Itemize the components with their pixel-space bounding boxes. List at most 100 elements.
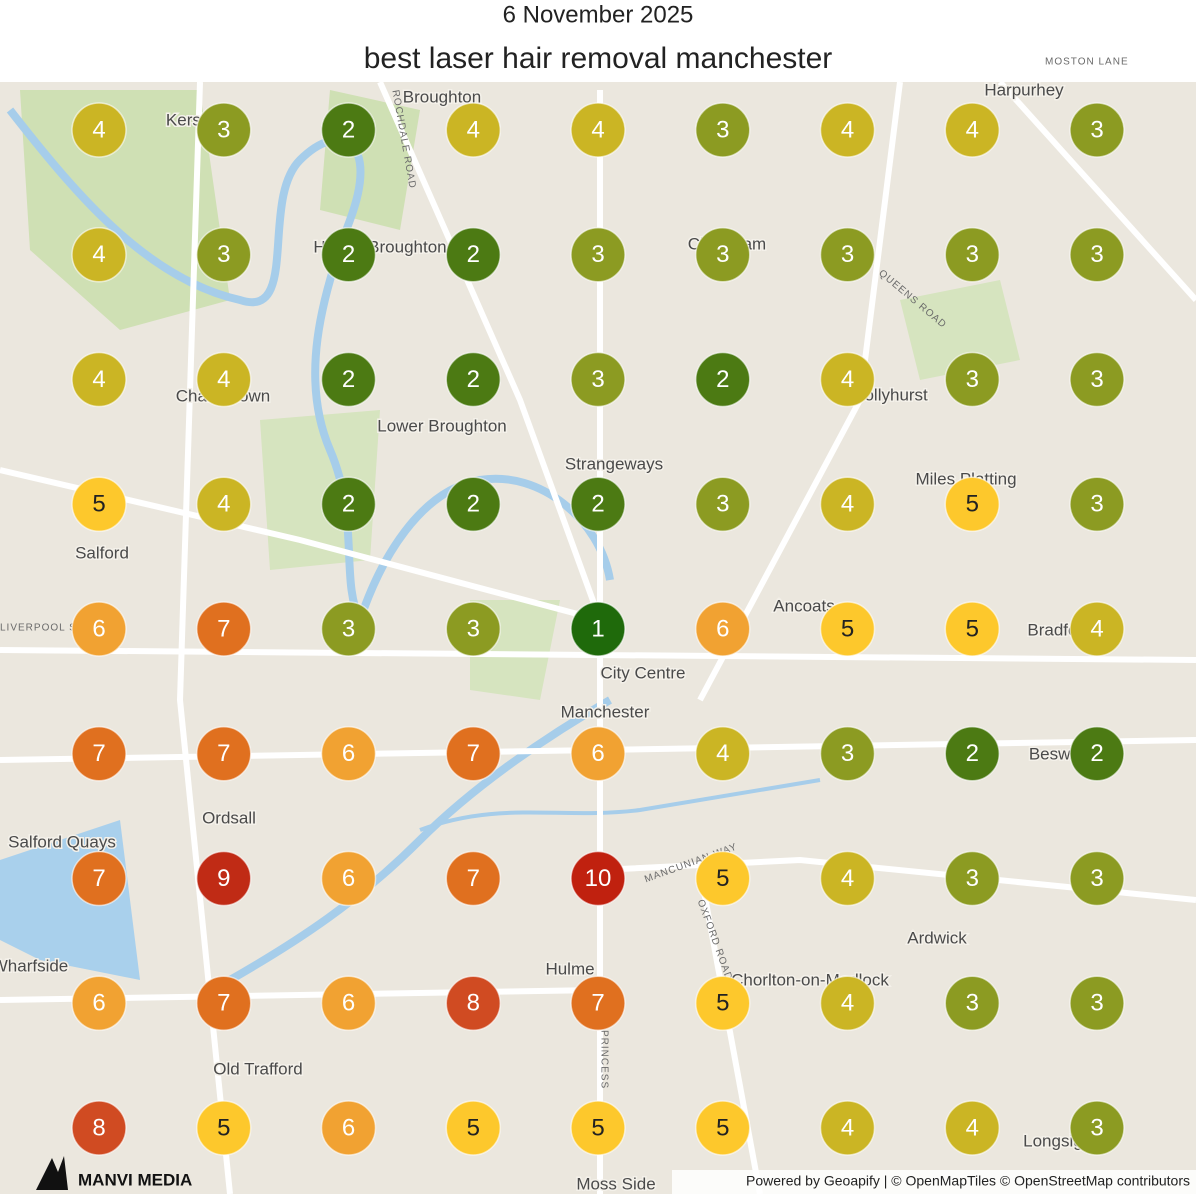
rank-marker — [445, 850, 501, 907]
rank-label: 3 — [716, 116, 729, 143]
rank-marker — [320, 476, 377, 532]
rank-marker — [695, 227, 751, 283]
rank-label: 4 — [841, 366, 854, 393]
rank-marker — [944, 850, 1000, 907]
rank-label: 3 — [966, 865, 979, 892]
road-label: LIVERPOOL ST. — [0, 623, 87, 634]
rank-label: 5 — [217, 1114, 230, 1141]
rank-marker — [71, 351, 127, 408]
rank-label: 3 — [841, 241, 854, 268]
rank-marker — [445, 476, 501, 532]
rank-label: 9 — [217, 865, 230, 892]
rank-marker — [1069, 975, 1125, 1031]
rank-label: 7 — [217, 990, 230, 1017]
rank-label: 2 — [342, 366, 355, 393]
rank-marker — [695, 975, 751, 1031]
rank-label: 2 — [591, 491, 604, 518]
rank-label: 7 — [217, 740, 230, 767]
rank-label: 1 — [591, 615, 604, 642]
header-bg — [0, 0, 1196, 82]
rank-label: 4 — [841, 865, 854, 892]
rank-marker — [71, 601, 127, 657]
rank-label: 4 — [217, 366, 230, 393]
rank-label: 3 — [1090, 116, 1103, 143]
attribution: Powered by Geoapify | © OpenMapTiles © O… — [746, 1173, 1190, 1189]
rank-marker — [196, 102, 252, 158]
rank-label: 8 — [467, 990, 480, 1017]
rank-label: 5 — [966, 491, 979, 518]
rank-label: 6 — [342, 865, 355, 892]
rank-label: 3 — [716, 491, 729, 518]
rank-marker — [196, 227, 252, 283]
place-label: Manchester — [561, 702, 650, 721]
rank-label: 4 — [92, 116, 105, 143]
rank-marker — [320, 1100, 377, 1156]
rank-label: 5 — [966, 615, 979, 642]
rank-label: 3 — [841, 740, 854, 767]
rank-label: 2 — [1090, 740, 1103, 767]
rank-label: 4 — [467, 116, 480, 143]
rank-marker — [1069, 102, 1125, 158]
rank-label: 10 — [585, 865, 612, 892]
rank-label: 5 — [716, 865, 729, 892]
rank-marker — [944, 102, 1000, 158]
rank-label: 4 — [217, 491, 230, 518]
rank-marker — [320, 850, 377, 907]
rank-marker — [1069, 850, 1125, 907]
rank-marker — [196, 975, 252, 1031]
rank-marker — [320, 726, 377, 782]
rank-label: 6 — [591, 740, 604, 767]
rank-marker — [71, 726, 127, 782]
rank-label: 3 — [217, 241, 230, 268]
rank-marker — [196, 850, 252, 907]
rank-marker — [71, 227, 127, 283]
rank-label: 2 — [716, 366, 729, 393]
rank-label: 2 — [342, 116, 355, 143]
rank-label: 4 — [716, 740, 729, 767]
rank-marker — [695, 726, 751, 782]
rank-label: 4 — [92, 241, 105, 268]
place-label: Strangeways — [565, 454, 663, 473]
place-label: Wharfside — [0, 956, 68, 975]
rank-marker — [320, 351, 377, 408]
rank-label: 7 — [217, 615, 230, 642]
rank-label: 2 — [467, 366, 480, 393]
rank-marker — [570, 850, 626, 907]
footer: MANVI MEDIA Powered by Geoapify | © Open… — [36, 1156, 1196, 1194]
rank-marker — [695, 1100, 751, 1156]
rank-label: 3 — [966, 366, 979, 393]
place-label: Ardwick — [907, 928, 967, 947]
rank-label: 2 — [342, 241, 355, 268]
rank-label: 4 — [966, 116, 979, 143]
rank-marker — [944, 476, 1000, 532]
rank-label: 6 — [716, 615, 729, 642]
rank-label: 4 — [591, 116, 604, 143]
place-label: Old Trafford — [213, 1059, 302, 1078]
place-label: Salford Quays — [8, 832, 116, 851]
rank-label: 3 — [1090, 241, 1103, 268]
rank-label: 4 — [841, 491, 854, 518]
rank-marker — [445, 227, 501, 283]
rank-label: 7 — [467, 740, 480, 767]
rank-marker — [196, 476, 252, 532]
place-label: Ordsall — [202, 808, 256, 827]
rank-marker — [445, 1100, 501, 1156]
rank-marker — [570, 476, 626, 532]
place-label: Salford — [75, 543, 129, 562]
rank-label: 5 — [467, 1114, 480, 1141]
rank-marker — [944, 351, 1000, 408]
logo: MANVI MEDIA — [78, 1170, 192, 1189]
rank-marker — [570, 601, 626, 657]
rank-label: 4 — [92, 366, 105, 393]
rank-label: 2 — [966, 740, 979, 767]
rank-marker — [819, 476, 876, 532]
rank-marker — [71, 975, 127, 1031]
place-label: City Centre — [600, 663, 685, 682]
rank-marker — [819, 351, 876, 408]
rank-label: 5 — [716, 1114, 729, 1141]
rank-label: 3 — [1090, 1114, 1103, 1141]
rank-marker — [944, 975, 1000, 1031]
rank-label: 2 — [467, 491, 480, 518]
rank-marker — [196, 1100, 252, 1156]
rank-marker — [944, 227, 1000, 283]
